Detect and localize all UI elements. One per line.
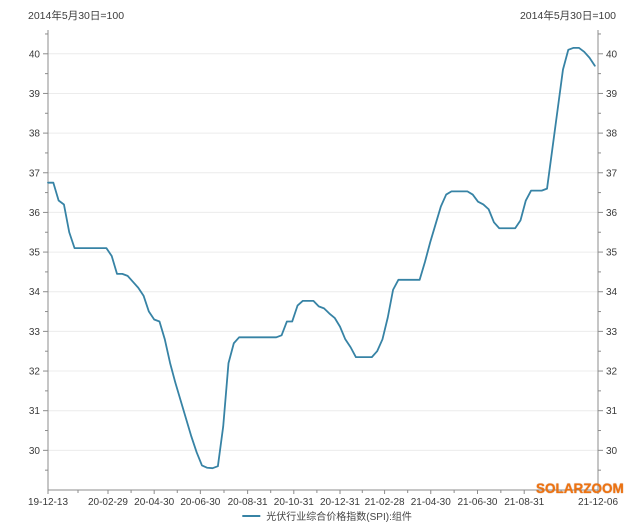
svg-text:21-06-30: 21-06-30 (457, 497, 497, 508)
svg-text:31: 31 (29, 406, 41, 417)
svg-text:33: 33 (606, 327, 618, 338)
solarzoom-watermark: SOLARZOOM (536, 481, 624, 496)
svg-text:32: 32 (29, 367, 41, 378)
svg-text:32: 32 (606, 367, 618, 378)
svg-text:20-08-31: 20-08-31 (228, 497, 268, 508)
chart-legend: 光伏行业综合价格指数(SPI):组件 (242, 508, 412, 523)
y-axis-ticks (43, 33, 603, 471)
gridlines (48, 53, 598, 451)
svg-text:20-04-30: 20-04-30 (134, 497, 174, 508)
svg-text:30: 30 (29, 446, 41, 457)
x-axis-ticks (47, 490, 599, 494)
svg-text:34: 34 (29, 287, 41, 298)
svg-text:38: 38 (29, 129, 41, 140)
legend-line-swatch-icon (242, 514, 261, 517)
svg-text:36: 36 (29, 208, 41, 219)
axes (47, 30, 599, 491)
svg-text:35: 35 (606, 248, 618, 259)
svg-text:31: 31 (606, 406, 618, 417)
y-axis-labels: 30 30 31 31 32 32 33 33 34 34 35 35 36 36 37 37 38 38 39 39… (29, 49, 618, 457)
svg-text:35: 35 (29, 248, 41, 259)
x-axis-labels: 19-12-13 20-02-29 20-04-30 20-06-30 20-08-31… (28, 497, 618, 508)
svg-text:33: 33 (29, 327, 41, 338)
svg-text:38: 38 (606, 129, 618, 140)
svg-text:20-12-31: 20-12-31 (320, 497, 360, 508)
svg-text:36: 36 (606, 208, 618, 219)
series-spi-module-line (47, 46, 596, 470)
svg-text:37: 37 (606, 168, 618, 179)
svg-text:37: 37 (29, 168, 41, 179)
index-base-note-left: 2014年5月30日=100 (28, 10, 125, 22)
svg-text:21-08-31: 21-08-31 (504, 497, 544, 508)
svg-text:34: 34 (606, 287, 618, 298)
svg-text:19-12-13: 19-12-13 (28, 497, 68, 508)
index-base-note-right: 2014年5月30日=100 (519, 10, 616, 22)
svg-text:40: 40 (606, 49, 618, 60)
svg-text:21-12-06: 21-12-06 (578, 497, 618, 508)
svg-text:39: 39 (29, 89, 41, 100)
legend-series-label: 光伏行业综合价格指数(SPI):组件 (266, 512, 412, 523)
svg-text:21-04-30: 21-04-30 (411, 497, 451, 508)
svg-text:30: 30 (606, 446, 618, 457)
svg-text:39: 39 (606, 89, 618, 100)
svg-text:21-02-28: 21-02-28 (365, 497, 405, 508)
svg-text:20-02-29: 20-02-29 (88, 497, 128, 508)
svg-text:20-10-31: 20-10-31 (274, 497, 314, 508)
svg-text:20-06-30: 20-06-30 (180, 497, 220, 508)
svg-text:40: 40 (29, 49, 41, 60)
